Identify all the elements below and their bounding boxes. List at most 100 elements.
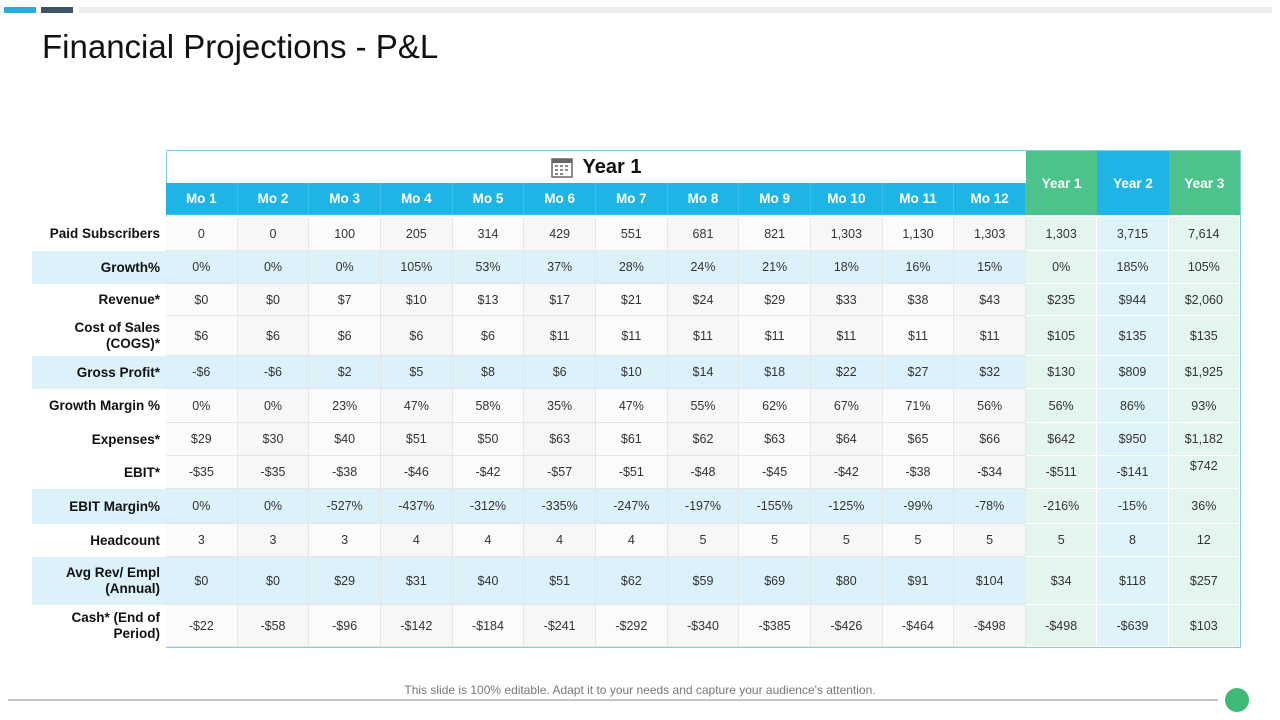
table-cell: 0%	[166, 489, 238, 524]
table-cell: 15%	[954, 251, 1026, 284]
table-cell: $6	[381, 316, 453, 356]
table-cell: 4	[524, 524, 596, 557]
table-cell: $32	[954, 356, 1026, 389]
table-cell: -$46	[381, 456, 453, 489]
table-cell: $1,182	[1168, 423, 1240, 456]
table-cell: $8	[452, 356, 525, 389]
month-header: Mo 9	[739, 183, 811, 215]
table-cell: $80	[811, 557, 883, 605]
table-cell: $61	[596, 423, 668, 456]
table-cell: -$42	[811, 456, 883, 489]
row-label: EBIT Margin%	[69, 498, 160, 514]
table-cell: $105	[1026, 316, 1098, 356]
group-title: Year 1	[582, 155, 642, 178]
row-label: Avg Rev/ Empl (Annual)	[65, 565, 160, 596]
table-cell: 23%	[309, 389, 381, 423]
table-cell: 0%	[1026, 251, 1098, 284]
table-cell: 1,303	[1026, 217, 1098, 251]
table-cell: -$38	[882, 456, 955, 489]
table-cell: $11	[954, 316, 1026, 356]
table-cell: $10	[381, 284, 453, 316]
table-cell: $29	[166, 423, 238, 456]
table-cell: $43	[954, 284, 1026, 316]
table-cell: $809	[1097, 356, 1169, 389]
table-cell: $62	[596, 557, 668, 605]
table-cell: 0	[166, 217, 238, 251]
table-cell: 93%	[1168, 389, 1240, 423]
table-cell: 36%	[1168, 489, 1240, 524]
row-label: Cost of Sales (COGS)*	[74, 320, 160, 351]
table-cell: 0%	[166, 251, 238, 284]
table-cell: 0%	[309, 251, 381, 284]
table-cell: $11	[811, 316, 883, 356]
table-cell: $29	[739, 284, 811, 316]
table-cell: 56%	[1026, 389, 1098, 423]
table-cell: 5	[954, 524, 1026, 557]
month-header: Mo 11	[882, 183, 955, 215]
table-cell: $50	[452, 423, 525, 456]
table-cell: 8	[1097, 524, 1169, 557]
table-cell: -$340	[667, 605, 740, 647]
table-cell: -$184	[452, 605, 525, 647]
table-cell: -197%	[667, 489, 740, 524]
table-cell: $130	[1026, 356, 1098, 389]
table-cell: $1,925	[1168, 356, 1240, 389]
table-cell: $950	[1097, 423, 1169, 456]
table-cell: $38	[882, 284, 955, 316]
table-cell: 3	[166, 524, 238, 557]
table-cell: 5	[882, 524, 955, 557]
table-cell: 1,303	[954, 217, 1026, 251]
table-cell: 4	[381, 524, 453, 557]
table-cell: $34	[1026, 557, 1098, 605]
accent-bar	[79, 7, 1272, 13]
table-cell: 58%	[452, 389, 525, 423]
month-header: Mo 10	[811, 183, 883, 215]
accent-bar	[4, 7, 36, 13]
table-cell: 105%	[381, 251, 453, 284]
table-cell: $29	[309, 557, 381, 605]
table-cell: $40	[309, 423, 381, 456]
table-cell: -$35	[237, 456, 310, 489]
table-cell: $103	[1168, 605, 1240, 647]
table-cell: 28%	[596, 251, 668, 284]
table-cell: 0	[237, 217, 310, 251]
table-cell: -$241	[524, 605, 596, 647]
table-cell: $0	[166, 557, 238, 605]
table-cell: 1,303	[811, 217, 883, 251]
table-cell: 35%	[524, 389, 596, 423]
table-cell: $62	[667, 423, 740, 456]
table-cell: $742	[1168, 456, 1240, 489]
table-cell: 0%	[237, 251, 310, 284]
table-cell: 4	[452, 524, 525, 557]
row-label: Expenses*	[91, 431, 160, 447]
table-cell: $2	[309, 356, 381, 389]
table-cell: 0%	[237, 489, 310, 524]
table-cell: -$511	[1026, 456, 1098, 489]
table-cell: $10	[596, 356, 668, 389]
table-cell: 0%	[166, 389, 238, 423]
table-cell: $11	[882, 316, 955, 356]
table-cell: 1,130	[882, 217, 955, 251]
table-cell: 0%	[237, 389, 310, 423]
table-cell: $63	[739, 423, 811, 456]
calendar-icon	[550, 158, 573, 178]
table-cell: 56%	[954, 389, 1026, 423]
table-cell: 3	[237, 524, 310, 557]
table-cell: $118	[1097, 557, 1169, 605]
month-header: Mo 5	[452, 183, 525, 215]
table-cell: $6	[166, 316, 238, 356]
table-cell: 67%	[811, 389, 883, 423]
month-header: Mo 7	[596, 183, 668, 215]
table-cell: -155%	[739, 489, 811, 524]
table-cell: 3	[309, 524, 381, 557]
table-cell: 5	[667, 524, 740, 557]
month-header: Mo 12	[954, 183, 1026, 215]
year-header: Year 3	[1168, 151, 1240, 215]
table-cell: $104	[954, 557, 1026, 605]
table-cell: $33	[811, 284, 883, 316]
table-cell: $24	[667, 284, 740, 316]
table-cell: -247%	[596, 489, 668, 524]
table-cell: -$292	[596, 605, 668, 647]
